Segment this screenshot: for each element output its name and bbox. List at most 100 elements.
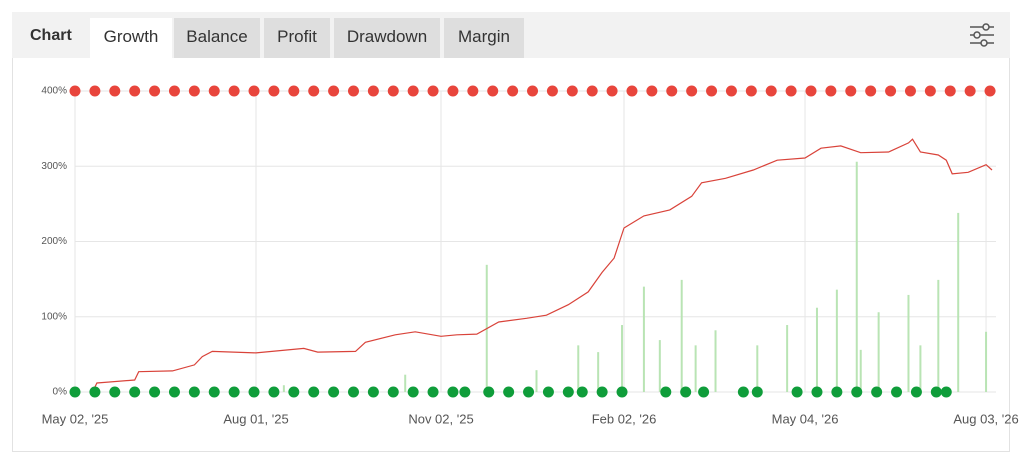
dot	[188, 85, 200, 97]
x-tick-label: Aug 01, '25	[223, 411, 288, 426]
tab[interactable]: Profit	[264, 18, 330, 58]
bar	[404, 374, 407, 392]
dot	[765, 85, 777, 97]
dot	[546, 85, 558, 97]
dot	[940, 386, 952, 398]
x-tick-label: Aug 03, '26	[953, 411, 1018, 426]
y-tick-label: 200%	[41, 236, 67, 247]
bar	[714, 330, 717, 392]
dot	[706, 85, 718, 97]
dot	[387, 85, 399, 97]
dot	[791, 386, 803, 398]
dot	[606, 85, 618, 97]
dot	[69, 85, 81, 97]
dot	[666, 85, 678, 97]
dot	[944, 85, 956, 97]
dot	[984, 85, 996, 97]
settings-icon[interactable]	[968, 22, 996, 48]
dot	[686, 85, 698, 97]
x-tick-label: Feb 02, '26	[592, 411, 657, 426]
dot	[427, 85, 439, 97]
dot	[447, 386, 459, 398]
dot	[660, 386, 672, 398]
tab-bar: Chart Growth Balance Profit Drawdown Mar…	[12, 12, 1010, 58]
dot	[228, 85, 240, 97]
dot	[507, 85, 519, 97]
dot	[805, 85, 817, 97]
bar	[680, 279, 683, 392]
dot	[745, 85, 757, 97]
dot	[188, 386, 200, 398]
dot	[407, 386, 419, 398]
tab[interactable]: Margin	[444, 18, 524, 58]
bar	[642, 286, 645, 392]
bar	[835, 289, 838, 392]
dot	[268, 386, 280, 398]
dot	[89, 386, 101, 398]
dot	[129, 85, 141, 97]
dot	[586, 85, 598, 97]
dot	[487, 85, 499, 97]
bar	[815, 307, 818, 392]
bar	[694, 345, 697, 392]
dot	[616, 386, 628, 398]
bar	[907, 294, 910, 392]
dot	[811, 386, 823, 398]
dot	[523, 386, 535, 398]
dot	[228, 386, 240, 398]
bar	[621, 325, 624, 392]
bar	[577, 345, 580, 392]
dot	[248, 85, 260, 97]
dot	[387, 386, 399, 398]
dot	[459, 386, 471, 398]
bar	[859, 349, 862, 392]
dot	[930, 386, 942, 398]
dot	[347, 386, 359, 398]
dot	[566, 85, 578, 97]
dot	[347, 85, 359, 97]
dot	[69, 386, 81, 398]
dot	[427, 386, 439, 398]
dot	[698, 386, 710, 398]
dot	[328, 386, 340, 398]
dot	[562, 386, 574, 398]
dot	[328, 85, 340, 97]
dot	[268, 85, 280, 97]
dot	[367, 386, 379, 398]
dot	[910, 386, 922, 398]
bar	[282, 385, 285, 392]
x-tick-label: Nov 02, '25	[408, 411, 473, 426]
dot	[751, 386, 763, 398]
dot	[89, 85, 101, 97]
bar	[597, 352, 600, 392]
dot	[865, 85, 877, 97]
bar	[756, 345, 759, 392]
dot	[646, 85, 658, 97]
dot	[149, 85, 161, 97]
dot	[680, 386, 692, 398]
dot	[208, 386, 220, 398]
dot	[503, 386, 515, 398]
dot	[308, 386, 320, 398]
dot	[407, 85, 419, 97]
dot	[367, 85, 379, 97]
dot	[845, 85, 857, 97]
tab[interactable]: Growth	[90, 18, 172, 58]
dot	[288, 85, 300, 97]
bar	[855, 161, 858, 392]
dot	[208, 85, 220, 97]
tab[interactable]: Balance	[174, 18, 260, 58]
bar	[535, 370, 538, 392]
dot	[248, 386, 260, 398]
chart-label: Chart	[30, 27, 72, 44]
dot	[308, 85, 320, 97]
dot	[825, 85, 837, 97]
dot	[626, 85, 638, 97]
dot	[871, 386, 883, 398]
dot	[168, 386, 180, 398]
y-tick-label: 300%	[41, 161, 67, 172]
bar	[919, 345, 922, 392]
dot	[288, 386, 300, 398]
tab[interactable]: Drawdown	[334, 18, 440, 58]
